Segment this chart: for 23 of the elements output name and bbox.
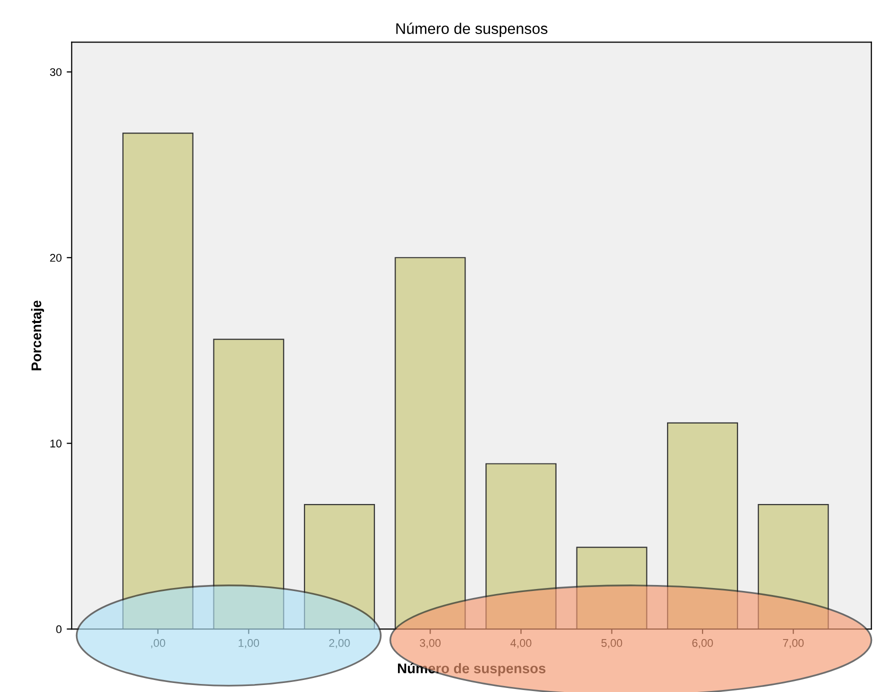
bar (394, 257, 466, 630)
x-tick-label: 2,00 (329, 639, 350, 648)
x-tick-label: 4,00 (510, 639, 532, 648)
bar (485, 463, 556, 630)
bar (213, 338, 284, 630)
chart-title: Número de suspensos (396, 22, 548, 38)
x-tick-label: 5,00 (601, 639, 622, 648)
y-tick-label: 20 (50, 254, 62, 262)
x-tick-label: 6,00 (692, 639, 713, 648)
x-tick-label: 3,00 (420, 639, 441, 648)
y-tick-label: 10 (50, 440, 62, 448)
y-tick-label: 0 (56, 625, 62, 634)
x-tick-label: 1,00 (238, 639, 260, 648)
bar (576, 546, 648, 630)
bar (304, 504, 375, 630)
bar (758, 504, 829, 630)
x-tick-label: 7,00 (783, 639, 804, 648)
bar (122, 132, 194, 630)
x-axis-title: Número de suspensos (398, 662, 546, 676)
bar (667, 422, 738, 630)
x-tick-label: ,00 (151, 639, 166, 648)
y-axis-title: Porcentaje (31, 300, 44, 370)
y-tick-label: 30 (50, 68, 62, 76)
